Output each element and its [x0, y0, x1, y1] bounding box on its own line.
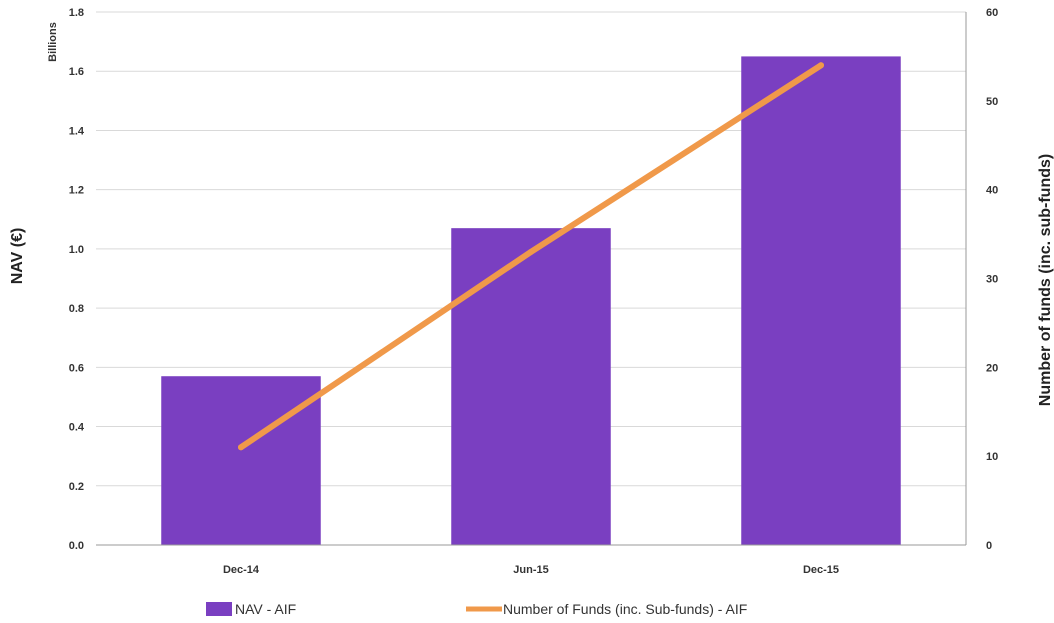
nav-bar [161, 376, 321, 545]
legend-line-label: Number of Funds (inc. Sub-funds) - AIF [503, 601, 747, 617]
axes [96, 12, 967, 546]
right-y-tick-label: 50 [986, 96, 998, 108]
funds-point [238, 444, 244, 451]
funds-point [528, 248, 534, 255]
right-y-tick-label: 10 [986, 451, 998, 463]
left-y-tick-label: 1.2 [69, 185, 84, 197]
left-y-tick-label: 1.4 [69, 125, 85, 137]
left-y-tick-label: 1.6 [69, 66, 84, 78]
left-y-tick-label: 0.0 [69, 540, 84, 552]
nav-bar [741, 56, 901, 546]
right-y-tick-label: 0 [986, 540, 992, 552]
funds-point [818, 62, 824, 69]
legend-bar-swatch [206, 602, 232, 616]
left-y-tick-label: 0.6 [69, 362, 84, 374]
right-y-tick-label: 20 [986, 362, 998, 374]
right-y-tick-labels: 0 10 20 30 40 50 60 [986, 7, 998, 552]
funds-line [238, 62, 824, 451]
left-y-tick-label: 0.8 [69, 303, 84, 315]
left-y-tick-labels: 0.0 0.2 0.4 0.6 0.8 1.0 1.2 1.4 1.6 1.8 [69, 7, 85, 552]
left-y-tick-label: 0.2 [69, 481, 84, 493]
legend-bar-label: NAV - AIF [235, 601, 296, 617]
x-tick-label: Dec-15 [803, 564, 839, 576]
left-y-tick-label: 0.4 [69, 422, 85, 434]
right-y-tick-label: 60 [986, 7, 998, 19]
left-y-tick-label: 1.8 [69, 7, 84, 19]
right-y-tick-label: 40 [986, 185, 998, 197]
right-y-tick-label: 30 [986, 274, 998, 286]
legend: NAV - AIF Number of Funds (inc. Sub-fund… [206, 601, 747, 617]
left-y-tick-label: 1.0 [69, 244, 84, 256]
nav-bar [451, 228, 611, 545]
x-tick-label: Jun-15 [513, 564, 548, 576]
y-units-label: Billions [47, 22, 59, 62]
nav-bars [161, 56, 901, 546]
x-tick-label: Dec-14 [223, 564, 260, 576]
left-axis-title: NAV (€) [9, 228, 26, 285]
x-tick-labels: Dec-14 Jun-15 Dec-15 [223, 564, 839, 576]
right-axis-title: Number of funds (inc. sub-funds) [1037, 154, 1054, 406]
